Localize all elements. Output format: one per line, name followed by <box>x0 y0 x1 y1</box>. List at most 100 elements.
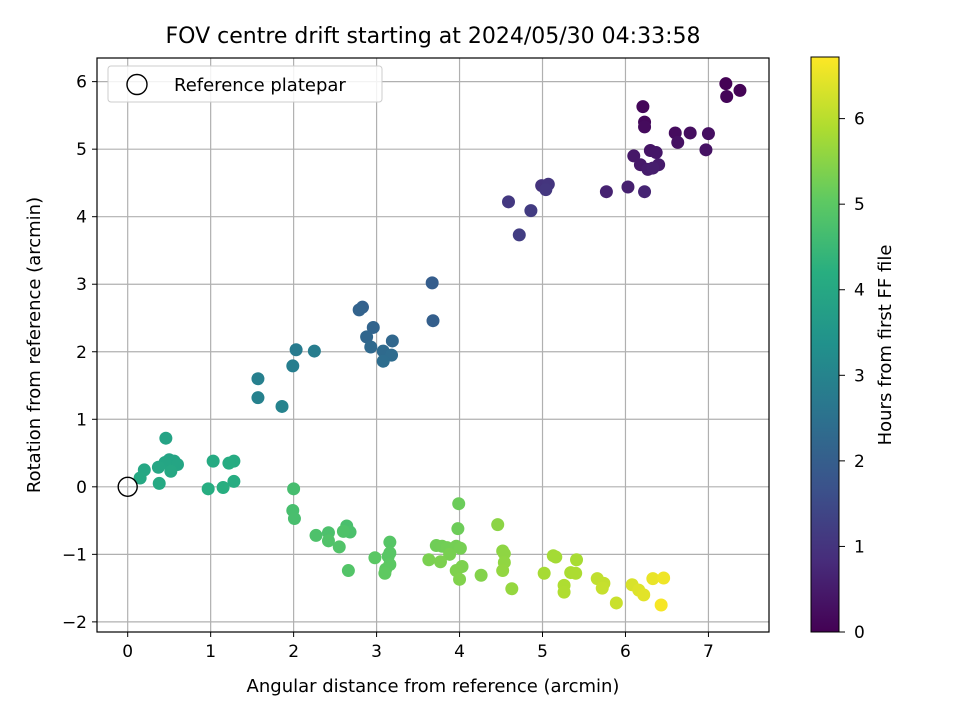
data-point <box>425 276 439 290</box>
y-tick-label: 4 <box>76 208 87 228</box>
data-point <box>332 540 346 554</box>
legend-marker-reference <box>126 73 148 96</box>
data-point <box>638 185 652 199</box>
data-point <box>422 553 436 567</box>
data-point <box>671 135 685 149</box>
data-point <box>649 146 663 160</box>
data-point <box>366 320 380 334</box>
data-point <box>501 195 515 209</box>
colorbar-ticks: 0 1 2 3 4 5 6 <box>839 110 865 643</box>
reference-point <box>117 476 138 498</box>
data-point <box>433 555 447 569</box>
y-tick-label: 3 <box>76 275 87 295</box>
data-point <box>570 553 584 567</box>
colorbar-tick-label: 0 <box>854 623 865 643</box>
data-point <box>512 228 526 242</box>
reference-marker <box>117 476 138 498</box>
data-point <box>352 303 366 317</box>
x-tick-label: 6 <box>620 642 631 662</box>
colorbar-tick-label: 2 <box>854 452 865 472</box>
data-point <box>701 127 715 141</box>
data-point <box>385 334 399 348</box>
data-point <box>646 572 660 586</box>
data-point <box>336 524 350 538</box>
x-axis-ticks: 0 1 2 3 4 5 6 7 <box>122 632 714 662</box>
data-point <box>452 497 466 511</box>
data-point <box>152 476 166 490</box>
x-tick-label: 0 <box>122 642 133 662</box>
data-point <box>496 564 510 578</box>
data-point <box>307 344 321 358</box>
data-point <box>636 100 650 114</box>
y-tick-label: −1 <box>62 545 87 565</box>
colorbar-label: Hours from first FF file <box>875 245 896 446</box>
data-point <box>206 454 220 468</box>
data-point <box>595 581 609 595</box>
colorbar-tick-label: 5 <box>854 195 865 215</box>
data-point <box>201 482 215 496</box>
data-point <box>443 547 457 561</box>
data-point <box>164 464 178 478</box>
data-point <box>289 343 303 357</box>
y-axis-label: Rotation from reference (arcmin) <box>24 197 45 493</box>
data-point <box>719 77 733 91</box>
data-point <box>227 474 241 488</box>
data-point <box>364 340 378 354</box>
x-tick-label: 4 <box>454 642 465 662</box>
data-point <box>451 522 465 536</box>
data-point <box>453 541 467 555</box>
data-point <box>657 571 671 585</box>
chart-title: FOV centre drift starting at 2024/05/30 … <box>166 24 701 49</box>
data-point <box>599 185 613 199</box>
data-point <box>524 204 538 218</box>
data-point <box>637 588 651 602</box>
data-point <box>360 330 374 344</box>
data-point <box>216 480 230 494</box>
y-tick-label: 0 <box>76 478 87 498</box>
data-point <box>321 534 335 548</box>
scatter-points <box>133 77 747 612</box>
data-point <box>549 550 563 564</box>
legend-label-reference: Reference platepar <box>174 75 346 96</box>
x-tick-label: 5 <box>537 642 548 662</box>
data-point <box>537 566 551 580</box>
x-tick-label: 7 <box>703 642 714 662</box>
data-point <box>275 399 289 413</box>
data-point <box>609 596 623 610</box>
data-point <box>733 83 747 97</box>
data-point <box>383 535 397 549</box>
data-point <box>251 391 265 405</box>
data-point <box>453 572 467 586</box>
data-point <box>222 456 236 470</box>
data-point <box>133 471 147 485</box>
data-point <box>426 314 440 328</box>
data-point <box>621 180 635 194</box>
x-axis-label: Angular distance from reference (arcmin) <box>247 676 620 697</box>
data-point <box>683 126 697 140</box>
x-tick-label: 2 <box>288 642 299 662</box>
data-point <box>151 460 165 474</box>
data-point <box>376 354 390 368</box>
data-point <box>368 551 382 565</box>
plot-frame <box>96 57 770 633</box>
data-point <box>286 359 300 373</box>
colorbar-tick-label: 1 <box>854 537 865 557</box>
colorbar-tick-label: 3 <box>854 366 865 386</box>
data-point <box>654 598 668 612</box>
legend: Reference platepar <box>107 65 383 103</box>
colorbar-tick-label: 6 <box>854 110 865 130</box>
y-tick-label: 6 <box>76 73 87 93</box>
colorbar-tick-label: 4 <box>854 281 865 301</box>
data-point <box>569 566 583 580</box>
data-point <box>474 568 488 582</box>
data-point <box>539 183 553 197</box>
y-tick-label: −2 <box>62 613 87 633</box>
y-axis-ticks: −2 −1 0 1 2 3 4 5 6 <box>62 73 97 633</box>
data-point <box>720 89 734 103</box>
data-point <box>309 528 323 542</box>
data-point <box>699 143 713 157</box>
colorbar <box>810 56 840 633</box>
data-point <box>378 566 392 580</box>
data-point <box>287 512 301 526</box>
